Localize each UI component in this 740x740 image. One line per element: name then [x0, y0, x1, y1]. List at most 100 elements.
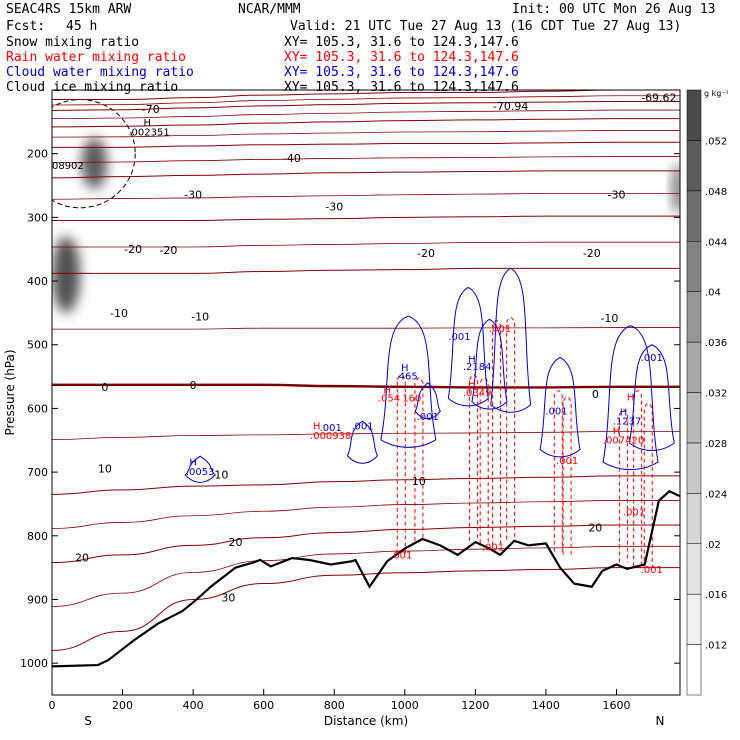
y-tick-label: 200: [27, 148, 48, 161]
colorbar-swatch: [686, 593, 702, 645]
colorbar-label: .048: [705, 187, 727, 198]
temperature-contour-0: [52, 383, 680, 389]
field-annotation: .001: [417, 412, 439, 423]
field-ice-xy: XY= 105.3, 31.6 to 124.3,147.6: [284, 80, 519, 95]
colorbar-label: .012: [705, 641, 727, 652]
field-annotation: .001: [489, 324, 511, 335]
field-annotation: .1237: [613, 417, 642, 428]
temperature-contour-intermediate-2: [52, 130, 680, 138]
cloud-water-contour-5: [490, 267, 532, 413]
colorbar-label: .024: [705, 489, 727, 500]
temperature-contour--10: [52, 267, 680, 274]
rain-water-contour-2: [469, 374, 479, 541]
field-annotation: 160: [402, 394, 421, 405]
field-annotation: H: [401, 363, 409, 374]
cloud-water-contour-0: [380, 315, 437, 448]
field-annotation: .001: [623, 508, 645, 519]
rain-water-contour-9: [633, 390, 643, 567]
colorbar-swatch: [686, 190, 702, 242]
temperature-contour-intermediate-4: [52, 193, 680, 200]
colorbar-label: .016: [705, 590, 727, 601]
x-tick-label: 800: [324, 699, 345, 712]
cloud-water-contour-9: [184, 455, 216, 483]
plot-frame: [51, 89, 681, 696]
temperature-contour-10: [52, 475, 680, 495]
field-annotation: .001: [482, 543, 504, 554]
colorbar-label: .052: [705, 136, 727, 147]
colorbar-swatch: [686, 341, 702, 393]
x-tick-label: 1400: [532, 699, 560, 712]
field-annotation: .0053: [186, 467, 215, 478]
field-annotation: .2184: [463, 362, 492, 373]
field-annotation: .007420: [603, 436, 644, 447]
colorbar-label: .04: [705, 288, 721, 299]
contour-label: -30: [184, 188, 202, 201]
cloud-water-contour-4: [471, 318, 508, 410]
contour-label: 0: [592, 388, 599, 401]
contour-label: -30: [608, 188, 626, 201]
colorbar-label: .028: [705, 439, 727, 450]
y-axis-label: Pressure (hPa): [3, 349, 17, 435]
field-ice-label: Cloud ice mixing ratio: [6, 80, 179, 95]
x-tick-label: 1600: [602, 699, 630, 712]
field-annotation: .0349: [463, 388, 492, 399]
colorbar-unit: g kg⁻¹: [704, 89, 729, 98]
rain-water-contour-1: [414, 377, 424, 541]
temperature-contour-intermediate-3: [52, 156, 680, 163]
colorbar-label: .036: [705, 338, 727, 349]
field-annotation: .054: [378, 394, 400, 405]
contour-label: 30: [221, 592, 235, 605]
field-annotation: H: [143, 118, 151, 129]
temperature-contour--30: [52, 170, 680, 179]
field-annotation: .465: [395, 371, 417, 382]
temperature-contour-intermediate-6: [52, 327, 680, 330]
x-tick-label: 0: [49, 699, 56, 712]
contour-label: 0: [101, 381, 108, 394]
field-cloudwater-xy: XY= 105.3, 31.6 to 124.3,147.6: [284, 65, 519, 80]
contour-label: 20: [75, 551, 89, 564]
field-snow-xy: XY= 105.3, 31.6 to 124.3,147.6: [284, 35, 519, 50]
contour-label: -20: [159, 244, 177, 257]
contour-label: 10: [214, 469, 228, 482]
temperature-contour--50: [52, 118, 680, 128]
y-tick-label: 500: [27, 339, 48, 352]
contour-label: -69.62: [641, 92, 676, 105]
valid-time: Valid: 21 UTC Tue 27 Aug 13 (16 CDT Tue …: [290, 19, 682, 34]
terrain-line: [52, 489, 680, 668]
x-tick-label: 1000: [391, 699, 419, 712]
fcst-label: Fcst:: [6, 19, 46, 34]
field-annotation: .000938: [310, 431, 351, 442]
temperature-contour--20: [52, 215, 680, 222]
field-annotation: H: [313, 422, 321, 433]
field-annotation: H: [189, 457, 197, 468]
field-annotation: H: [468, 380, 476, 391]
field-annotation: .001: [641, 353, 663, 364]
rain-water-contour-8: [619, 409, 629, 563]
x-tick-label: 600: [253, 699, 274, 712]
contour-label: -20: [124, 243, 142, 256]
north-label: N: [656, 714, 665, 728]
colorbar-swatch: [686, 392, 702, 444]
cloud-water-contour-6: [539, 356, 581, 458]
y-tick-label: 900: [27, 593, 48, 606]
field-annotation: H: [468, 355, 476, 366]
field-annotation: .001: [641, 565, 663, 576]
snow-shade-1: [81, 137, 108, 189]
colorbar-label: .02: [705, 540, 721, 551]
field-annotation: .001: [448, 332, 470, 343]
field-rain-label: Rain water mixing ratio: [6, 50, 187, 65]
contour-label: 20: [588, 522, 602, 535]
south-label: S: [84, 714, 92, 728]
temperature-contour-intermediate-7: [52, 430, 680, 441]
colorbar-swatch: [686, 493, 702, 545]
temperature-contour-intermediate-1: [52, 109, 680, 120]
field-annotation: H: [383, 385, 391, 396]
contour-label: -10: [191, 311, 209, 324]
contour-label: -70.94: [493, 100, 528, 113]
colorbar-swatch: [686, 442, 702, 494]
rain-water-contour-4: [492, 320, 502, 546]
rain-water-contour-10: [643, 402, 653, 568]
field-annotation: .001: [390, 550, 412, 561]
